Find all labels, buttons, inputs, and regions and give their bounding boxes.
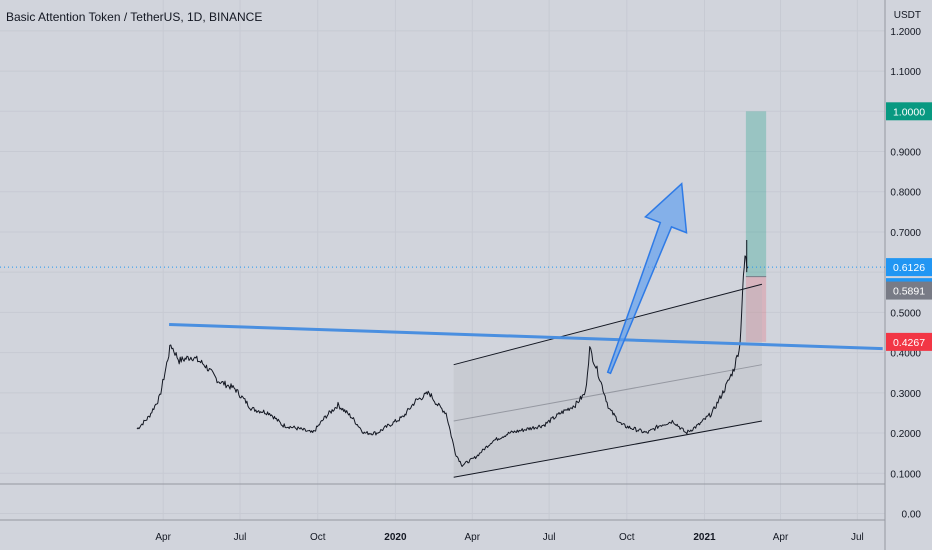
last-price-label-text: 0.6126 <box>893 262 925 274</box>
x-tick-label: Apr <box>464 532 480 543</box>
y-tick-label: 0.4000 <box>890 349 921 360</box>
arrow-shape[interactable] <box>606 182 688 375</box>
channel-lower-line[interactable] <box>453 420 763 478</box>
price-series <box>136 240 749 467</box>
y-tick-label: 0.9000 <box>890 148 921 159</box>
channel-fill <box>453 284 762 478</box>
long-position-tool[interactable] <box>745 111 767 342</box>
resistance-trendline[interactable] <box>169 322 883 351</box>
x-tick-label: 2021 <box>693 532 716 543</box>
y-tick-label: 1.2000 <box>890 27 921 38</box>
y-tick-label: 0.3000 <box>890 389 921 400</box>
y-tick-label: 0.2000 <box>890 429 921 440</box>
x-tick-label: Oct <box>619 532 635 543</box>
time-scale[interactable]: Apr Jul Oct 2020 Apr Jul Oct 2021 Apr Jul <box>155 532 863 543</box>
channel-middle-line[interactable] <box>453 364 763 422</box>
y-tick-label: 0.5000 <box>890 308 921 319</box>
price-scale-unit: USDT <box>894 10 921 21</box>
trendline[interactable] <box>169 322 883 351</box>
entry-price-label <box>886 281 932 300</box>
price-line <box>136 255 749 467</box>
entry-price-label-text: 0.5891 <box>893 286 925 298</box>
last-price-label <box>886 258 932 277</box>
y-tick-label: 0.7000 <box>890 228 921 239</box>
stop-zone[interactable] <box>745 276 767 342</box>
stop-price-label <box>886 332 932 351</box>
arrow-drawing[interactable] <box>606 182 688 375</box>
target-zone[interactable] <box>745 111 767 277</box>
x-tick-label: Jul <box>851 532 864 543</box>
x-tick-label: Apr <box>155 532 171 543</box>
y-tick-label: 0.8000 <box>890 188 921 199</box>
x-tick-label: Oct <box>310 532 326 543</box>
target-price-label-text: 1.0000 <box>893 106 925 118</box>
x-tick-label: Apr <box>773 532 789 543</box>
chart-grid <box>0 0 885 520</box>
channel-upper-line[interactable] <box>453 283 763 366</box>
y-tick-label: 0.1000 <box>890 469 921 480</box>
y-tick-label: 1.1000 <box>890 67 921 78</box>
x-tick-label: Jul <box>543 532 556 543</box>
parallel-channel[interactable] <box>453 283 763 478</box>
x-tick-label: 2020 <box>384 532 407 543</box>
stop-price-label-text: 0.4267 <box>893 337 925 349</box>
x-tick-label: Jul <box>234 532 247 543</box>
target-price-label <box>886 102 932 121</box>
y-tick-label: 0.00 <box>902 510 922 521</box>
chart-title: Basic Attention Token / TetherUS, 1D, BI… <box>6 10 263 24</box>
